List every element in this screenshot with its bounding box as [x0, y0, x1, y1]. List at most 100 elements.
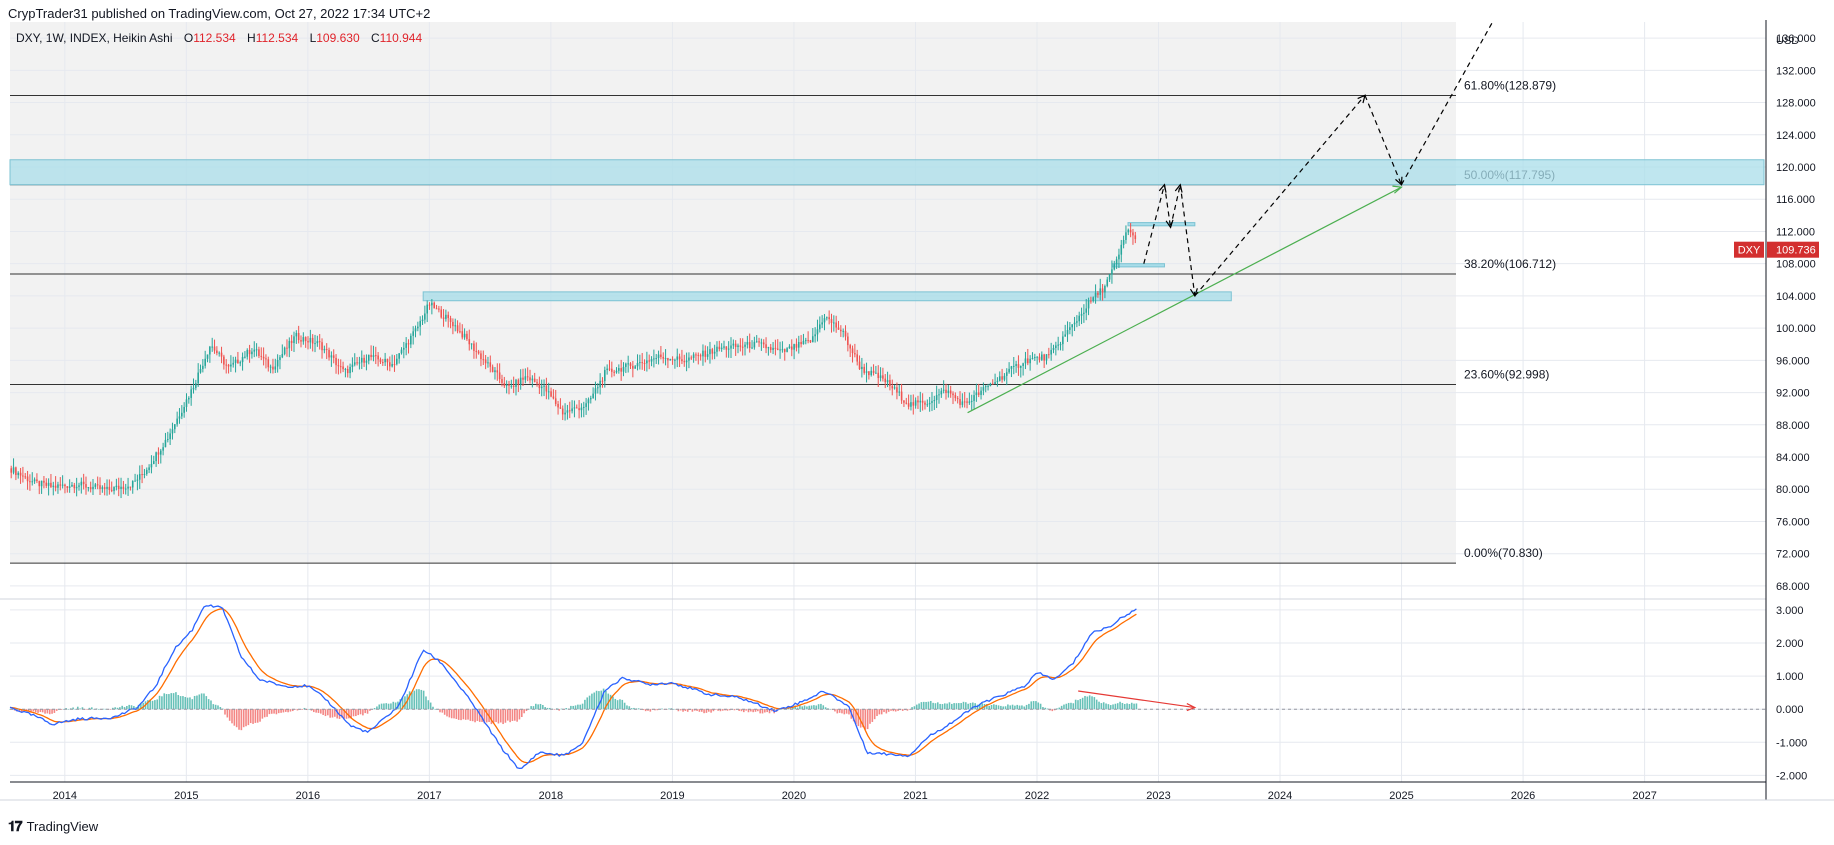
candle-body	[984, 386, 987, 388]
macd-histogram-bar	[824, 707, 827, 710]
candle-body	[61, 484, 64, 486]
macd-histogram-bar	[1035, 701, 1037, 710]
candle-body	[71, 484, 73, 487]
macd-histogram-bar	[918, 703, 920, 710]
macd-histogram-bar	[780, 709, 783, 710]
candle-body	[947, 390, 950, 394]
macd-histogram-bar	[453, 709, 455, 719]
price-tick-label: 128.000	[1776, 98, 1816, 110]
price-tick-label: 112.000	[1776, 226, 1815, 238]
macd-histogram-bar	[76, 706, 79, 710]
candle-body	[452, 321, 454, 327]
candle-body	[655, 358, 658, 360]
candle-body	[751, 347, 753, 349]
macd-histogram-bar	[72, 707, 74, 710]
candle-body	[110, 489, 113, 492]
candle-body	[496, 370, 499, 373]
macd-histogram-bar	[210, 700, 212, 710]
macd-histogram-bar	[1063, 704, 1065, 710]
candle-body	[1111, 269, 1113, 275]
macd-histogram-bar	[890, 709, 892, 711]
macd-histogram-bar	[126, 706, 128, 710]
projection-arrowhead	[1165, 219, 1174, 229]
candle-body	[954, 395, 957, 399]
macd-histogram-bar	[1000, 705, 1002, 710]
projection-segment	[1143, 184, 1166, 264]
candle-body	[407, 343, 410, 345]
candle-body	[861, 366, 863, 370]
candle-body	[886, 380, 889, 383]
macd-histogram-bar	[483, 709, 486, 724]
candle-body	[639, 362, 641, 364]
macd-histogram-bar	[532, 706, 535, 710]
macd-histogram-bar	[834, 709, 836, 712]
macd-histogram-bar	[883, 709, 885, 713]
macd-histogram-bar	[1018, 705, 1021, 710]
candle-body	[968, 401, 971, 403]
macd-histogram-bar	[504, 709, 507, 723]
candle-body	[379, 359, 382, 363]
macd-histogram-bar	[710, 709, 712, 713]
macd-histogram-bar	[27, 709, 30, 711]
macd-histogram-bar	[759, 709, 761, 714]
candle-body	[1132, 232, 1134, 236]
candle-body	[580, 407, 583, 411]
candle-body	[159, 450, 162, 455]
candle-body	[1069, 327, 1071, 331]
macd-histogram-bar	[158, 695, 161, 710]
candle-body	[674, 359, 676, 361]
macd-histogram-bar	[34, 709, 37, 713]
candle-body	[1034, 357, 1036, 359]
macd-histogram-bar	[294, 709, 296, 710]
macd-histogram-bar	[1116, 703, 1119, 710]
candle-body	[671, 359, 674, 361]
macd-histogram-bar	[348, 709, 350, 719]
candle-body	[1080, 313, 1083, 316]
candle-body	[998, 376, 1001, 381]
macd-histogram-bar	[887, 709, 890, 712]
price-tick-label: 84.000	[1776, 452, 1810, 464]
macd-histogram-bar	[404, 696, 406, 710]
candle-body	[786, 348, 788, 352]
macd-histogram-bar	[586, 697, 589, 710]
candle-body	[335, 357, 337, 366]
candle-body	[1087, 300, 1090, 309]
macd-histogram-bar	[908, 709, 911, 710]
candle-body	[854, 353, 856, 355]
macd-histogram-bar	[422, 690, 425, 710]
candle-body	[790, 346, 793, 350]
candle-body	[101, 487, 104, 489]
candle-body	[501, 379, 503, 383]
macd-histogram-bar	[240, 709, 243, 731]
candle-body	[258, 349, 260, 356]
candle-body	[945, 389, 947, 394]
macd-histogram-bar	[270, 709, 273, 714]
candle-body	[561, 408, 564, 415]
price-tick-label: 136.000	[1776, 33, 1816, 45]
level-box	[1127, 222, 1196, 227]
candle-body	[36, 479, 38, 482]
candle-body	[849, 345, 851, 349]
macd-histogram-bar	[154, 700, 156, 710]
candle-body	[844, 330, 847, 337]
macd-histogram-bar	[429, 702, 432, 710]
macd-histogram-bar	[224, 709, 226, 715]
candle-body	[973, 395, 975, 401]
macd-histogram-bar	[1053, 709, 1056, 711]
candle-body	[804, 340, 807, 342]
macd-histogram-bar	[18, 709, 21, 712]
macd-histogram-bar	[707, 709, 710, 712]
candle-body	[164, 439, 167, 448]
candle-body	[321, 342, 323, 351]
macd-histogram-bar	[355, 709, 357, 717]
candle-body	[517, 379, 520, 385]
macd-histogram-bar	[915, 704, 918, 710]
macd-histogram-bar	[242, 709, 245, 728]
candle-body	[206, 354, 209, 359]
macd-histogram-bar	[986, 704, 988, 710]
candle-body	[323, 348, 326, 351]
macd-histogram-bar	[661, 708, 663, 710]
fib-label: 38.20%(106.712)	[1464, 257, 1556, 271]
time-tick-label: 2016	[296, 790, 320, 802]
